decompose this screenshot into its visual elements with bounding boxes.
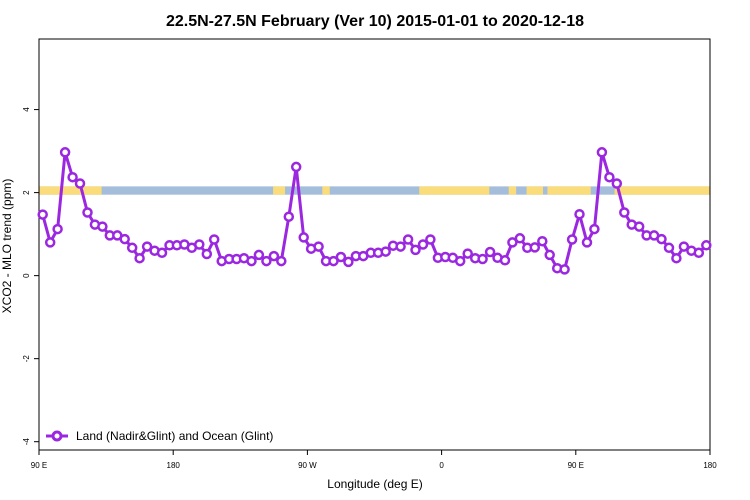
data-point [253,249,265,261]
data-point [402,234,414,245]
y-tick-label: 4 [22,107,31,112]
x-tick-label: 0 [439,461,444,470]
legend: Land (Nadir&Glint) and Ocean (Glint) [46,429,273,443]
data-point [477,253,488,265]
data-point [313,241,324,252]
data-point [514,233,526,244]
data-point [663,242,675,254]
data-point [425,234,436,245]
data-point [335,251,347,263]
y-tick-label: 0 [22,273,31,278]
data-point [410,244,421,256]
x-tick-label: 90 W [298,461,317,470]
data-point [380,246,391,257]
plot-frame [38,38,711,451]
x-tick-label: 90 E [31,461,47,470]
data-point [290,161,302,173]
data-point [656,233,667,245]
ocean-band [39,186,710,195]
data-point [395,241,406,252]
x-tick-label: 90 E [568,461,584,470]
x-tick-label: 180 [167,461,181,470]
data-point [619,207,630,218]
data-point [566,234,578,245]
x-axis-label: Longitude (deg E) [327,477,422,491]
data-point [454,255,466,267]
data-point [44,237,56,248]
data-point [507,237,518,248]
data-point [596,147,608,158]
data-point [529,242,541,253]
data-point [499,255,511,266]
data-point [261,255,272,267]
data-point [283,211,295,222]
x-tick-label: 180 [703,461,717,470]
legend-label: Land (Nadir&Glint) and Ocean (Glint) [76,429,273,443]
data-point [678,241,690,252]
data-point [134,252,145,264]
data-point [82,207,93,218]
data-point [604,171,615,183]
y-tick-label: -2 [22,355,31,363]
land-band-segment [547,186,591,195]
data-point [59,147,71,158]
data-point [417,239,429,250]
data-point [201,248,213,260]
land-band-segment [419,186,490,195]
data-point [589,223,600,235]
data-point [693,247,705,259]
data-point [611,178,623,189]
data-point [633,221,645,232]
data-point [671,252,682,264]
legend-marker-swatch [51,430,63,442]
data-point [574,208,585,220]
land-band-segment [273,186,286,195]
data-point [701,240,712,251]
data-point [484,246,496,258]
data-point [462,248,473,259]
data-point [559,264,570,275]
land-band-segment [508,186,517,195]
data-point [97,221,108,232]
y-axis-label: XCO2 - MLO trend (ppm) [0,179,14,314]
data-point [37,209,48,220]
data-point [67,171,78,183]
data-point [544,249,555,261]
data-point [581,237,593,248]
data-point [208,234,220,245]
data-point [126,242,138,254]
y-tick-label: 2 [22,190,31,195]
chart-title: 22.5N-27.5N February (Ver 10) 2015-01-01… [166,13,584,30]
data-point [156,247,168,259]
surface-type-band [39,186,710,195]
data-point [52,223,63,235]
data-point [276,255,287,267]
land-band-segment [614,186,710,195]
data-point [537,235,548,247]
land-band-segment [39,186,102,195]
data-point [74,178,86,189]
data-point [119,233,130,245]
data-point [246,255,257,267]
land-band-segment [322,186,330,195]
data-point [328,255,339,267]
data-point [194,239,205,250]
land-band-segment [526,186,543,195]
data-point [343,256,354,268]
data-series [37,147,712,275]
y-tick-label: -4 [22,438,31,446]
data-point [268,250,280,262]
data-point [141,241,153,252]
data-point [298,232,309,243]
